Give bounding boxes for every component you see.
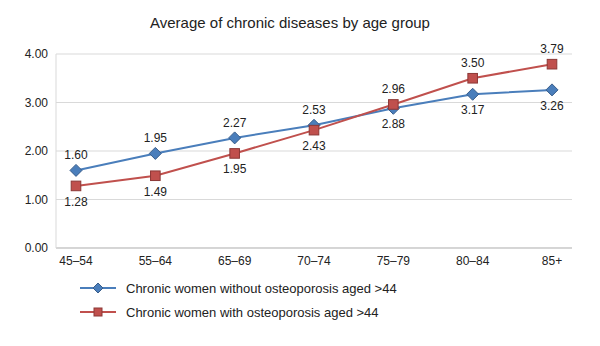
svg-text:3.26: 3.26: [540, 99, 564, 113]
html-text:Chronic women with osteoporosi: Chronic women with osteoporosis aged >44: [126, 304, 379, 320]
svg-text:1.95: 1.95: [144, 131, 168, 145]
svg-text:45–54: 45–54: [59, 254, 93, 268]
svg-text:1.60: 1.60: [64, 148, 88, 162]
svg-text:55–64: 55–64: [139, 254, 173, 268]
svg-text:2.43: 2.43: [302, 139, 326, 153]
svg-text:80–84: 80–84: [456, 254, 490, 268]
svg-text:75–79: 75–79: [377, 254, 411, 268]
html-text:Average of chronic diseases by: Average of chronic diseases by age group: [150, 14, 430, 31]
svg-text:3.00: 3.00: [25, 96, 49, 110]
svg-text:1.95: 1.95: [223, 162, 247, 176]
svg-text:4.00: 4.00: [25, 47, 49, 61]
svg-text:2.53: 2.53: [302, 103, 326, 117]
svg-text:65–69: 65–69: [218, 254, 252, 268]
svg-text:3.50: 3.50: [461, 56, 485, 70]
html-text:Chronic women without osteopor: Chronic women without osteoporosis aged …: [126, 280, 397, 296]
svg-text:2.00: 2.00: [25, 144, 49, 158]
svg-text:1.00: 1.00: [25, 193, 49, 207]
svg-text:2.88: 2.88: [382, 117, 406, 131]
svg-text:1.49: 1.49: [144, 185, 168, 199]
svg-text:2.27: 2.27: [223, 116, 247, 130]
svg-text:2.96: 2.96: [382, 82, 406, 96]
svg-text:70–74: 70–74: [297, 254, 331, 268]
svg-text:0.00: 0.00: [25, 241, 49, 255]
svg-text:1.28: 1.28: [64, 195, 88, 209]
svg-text:3.79: 3.79: [540, 42, 564, 56]
svg-text:3.17: 3.17: [461, 103, 485, 117]
svg-text:85+: 85+: [542, 254, 562, 268]
